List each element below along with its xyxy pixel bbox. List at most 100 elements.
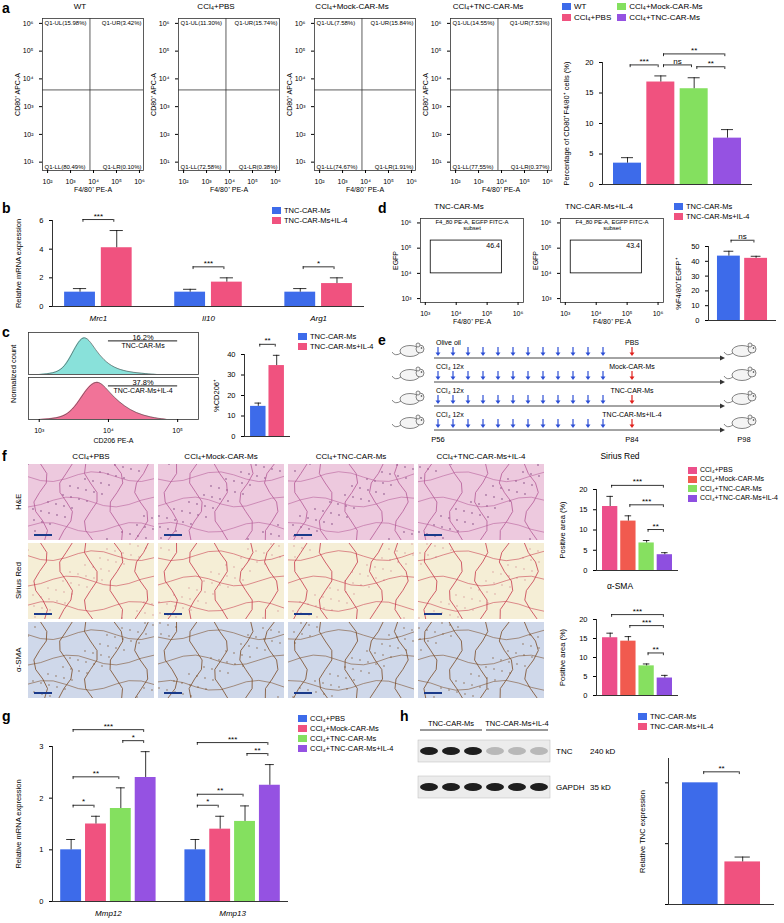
svg-text:46.4: 46.4	[486, 242, 500, 249]
svg-text:40: 40	[691, 257, 699, 266]
svg-text:10⁴: 10⁴	[159, 75, 170, 82]
svg-text:20: 20	[579, 615, 587, 624]
svg-text:10: 10	[585, 119, 593, 128]
svg-text:10⁴: 10⁴	[224, 178, 235, 185]
svg-text:Q1-LR(1.91%): Q1-LR(1.91%)	[375, 164, 414, 170]
svg-text:10⁵: 10⁵	[541, 244, 552, 251]
svg-text:10⁵: 10⁵	[482, 310, 493, 317]
svg-text:***: ***	[633, 607, 642, 616]
svg-text:10⁶: 10⁶	[270, 178, 281, 185]
svg-text:10³: 10³	[337, 178, 348, 185]
svg-text:15: 15	[579, 505, 587, 514]
svg-text:**: **	[718, 764, 724, 773]
svg-text:0: 0	[583, 566, 587, 575]
svg-text:10⁵: 10⁵	[431, 47, 442, 54]
svg-text:Q1-UR(7.53%): Q1-UR(7.53%)	[510, 20, 550, 26]
svg-text:2: 2	[39, 794, 43, 803]
svg-text:10²: 10²	[23, 131, 34, 138]
svg-text:10⁵: 10⁵	[295, 47, 306, 54]
svg-text:CCl₄ 12x: CCl₄ 12x	[436, 363, 464, 370]
svg-text:Percentage of CD80⁺F4/80⁺ cell: Percentage of CD80⁺F4/80⁺ cells (%)	[562, 61, 571, 185]
svg-text:10⁵: 10⁵	[383, 178, 394, 185]
svg-text:10²: 10²	[179, 178, 190, 185]
svg-text:EGFP: EGFP	[532, 251, 539, 270]
svg-text:10⁶: 10⁶	[23, 20, 34, 27]
svg-text:TNC-CAR-Ms: TNC-CAR-Ms	[121, 342, 165, 349]
svg-text:10⁶: 10⁶	[134, 178, 145, 185]
svg-text:TNC-CAR-Ms+IL-4: TNC-CAR-Ms+IL-4	[485, 719, 549, 728]
svg-text:10⁴: 10⁴	[295, 75, 306, 82]
svg-text:P98: P98	[737, 435, 750, 444]
svg-text:Mmp12: Mmp12	[95, 909, 122, 918]
svg-text:20: 20	[691, 286, 699, 295]
svg-text:Mock-CAR-Ms: Mock-CAR-Ms	[609, 363, 655, 370]
svg-text:10³: 10³	[560, 310, 571, 317]
svg-text:Positive area (%): Positive area (%)	[558, 501, 567, 559]
svg-text:ns: ns	[673, 57, 681, 66]
svg-text:10³: 10³	[401, 295, 412, 302]
svg-text:*: *	[82, 797, 85, 806]
svg-text:10²: 10²	[451, 178, 462, 185]
svg-text:**: **	[93, 769, 99, 778]
svg-text:Arg1: Arg1	[309, 314, 327, 323]
svg-text:**: **	[708, 59, 714, 68]
svg-text:F4_80 PE-A, EGFP FITC-Asubset: F4_80 PE-A, EGFP FITC-Asubset	[575, 219, 648, 231]
svg-text:10³: 10³	[295, 103, 306, 110]
svg-text:P84: P84	[625, 435, 638, 444]
svg-text:10⁴: 10⁴	[23, 75, 34, 82]
svg-text:Q1-LL(72.58%): Q1-LL(72.58%)	[181, 164, 222, 170]
svg-text:Q1-LR(0.38%): Q1-LR(0.38%)	[239, 164, 278, 170]
svg-text:10¹: 10¹	[23, 158, 34, 165]
svg-text:16.2%: 16.2%	[132, 333, 154, 342]
svg-text:10³: 10³	[23, 103, 34, 110]
svg-text:5: 5	[583, 672, 587, 681]
svg-text:Positive area (%): Positive area (%)	[558, 628, 567, 686]
svg-text:37.8%: 37.8%	[132, 378, 154, 387]
svg-text:Relative mRNA expression: Relative mRNA expression	[14, 779, 23, 868]
svg-text:**: **	[254, 746, 260, 755]
svg-text:Relative mRNA expression: Relative mRNA expression	[14, 219, 23, 308]
svg-text:10³: 10³	[431, 103, 442, 110]
svg-text:TNC-CAR-Ms+IL-4: TNC-CAR-Ms+IL-4	[113, 387, 172, 394]
svg-text:2: 2	[39, 273, 43, 282]
svg-text:Q1-UL(15.98%): Q1-UL(15.98%)	[45, 20, 87, 26]
svg-text:10⁵: 10⁵	[111, 178, 122, 185]
svg-text:20: 20	[227, 391, 235, 400]
svg-text:0: 0	[39, 302, 43, 311]
svg-text:Mrc1: Mrc1	[89, 314, 107, 323]
svg-text:*: *	[206, 797, 209, 806]
svg-text:Q1-UL(7.58%): Q1-UL(7.58%)	[317, 20, 356, 26]
svg-text:50: 50	[691, 242, 699, 251]
svg-text:Q1-LL(80.49%): Q1-LL(80.49%)	[45, 164, 86, 170]
svg-text:10⁴: 10⁴	[88, 178, 99, 185]
svg-text:10⁶: 10⁶	[401, 219, 412, 226]
svg-text:10⁵: 10⁵	[519, 178, 530, 185]
svg-text:CD80⁺ APC-A: CD80⁺ APC-A	[14, 73, 21, 116]
svg-text:20: 20	[585, 58, 593, 67]
svg-text:10⁵: 10⁵	[247, 178, 258, 185]
svg-text:10¹: 10¹	[431, 158, 442, 165]
svg-text:10: 10	[227, 411, 235, 420]
svg-text:10⁴: 10⁴	[401, 270, 412, 277]
svg-text:15: 15	[585, 88, 593, 97]
svg-text:10⁶: 10⁶	[406, 178, 417, 185]
svg-text:10²: 10²	[295, 131, 306, 138]
svg-text:10⁶: 10⁶	[513, 310, 524, 317]
svg-text:*: *	[317, 259, 320, 268]
svg-text:10²: 10²	[159, 131, 170, 138]
svg-text:Relative TNC expression: Relative TNC expression	[638, 790, 647, 873]
svg-text:1: 1	[39, 845, 43, 854]
svg-text:10²: 10²	[431, 131, 442, 138]
svg-text:10⁵: 10⁵	[23, 47, 34, 54]
svg-text:10³: 10³	[65, 178, 76, 185]
svg-text:CD80⁺ APC-A: CD80⁺ APC-A	[422, 73, 429, 116]
svg-text:**: **	[264, 336, 270, 345]
svg-text:GAPDH: GAPDH	[556, 783, 585, 792]
svg-text:CD206 PE-A: CD206 PE-A	[93, 437, 133, 444]
svg-text:30: 30	[227, 370, 235, 379]
svg-text:PBS: PBS	[625, 339, 639, 346]
svg-text:10⁴: 10⁴	[360, 178, 371, 185]
svg-text:0: 0	[589, 180, 593, 189]
svg-text:4: 4	[39, 245, 43, 254]
svg-text:%CD206⁺: %CD206⁺	[212, 379, 221, 412]
